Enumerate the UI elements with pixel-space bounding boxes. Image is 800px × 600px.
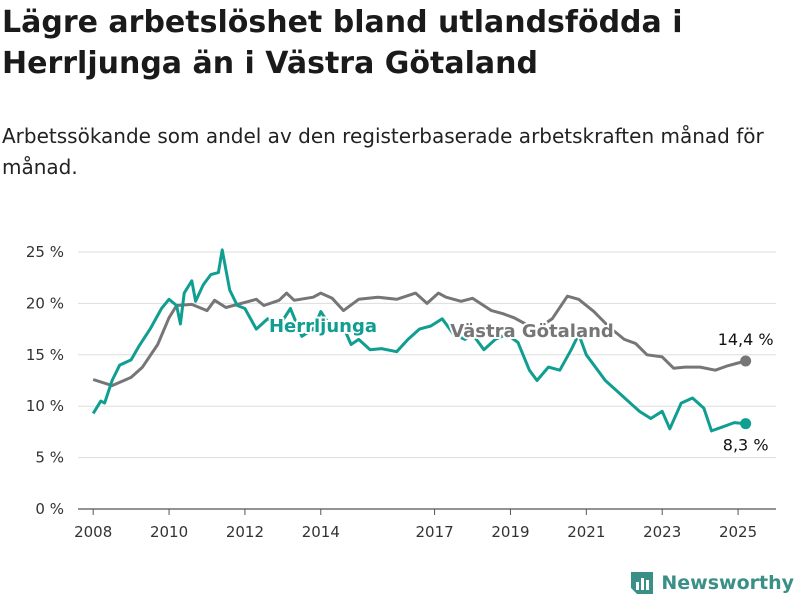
herrljunga-line [91, 248, 746, 433]
v-stra-g-taland-end-label: 14,4 % [718, 330, 774, 349]
v-stra-g-taland-series-label: Västra Götaland [450, 321, 614, 342]
herrljunga-series-label: Herrljunga [269, 316, 377, 337]
x-tick-label: 2025 [719, 523, 757, 541]
v-stra-g-taland-line [92, 291, 747, 388]
y-tick-label: 20 % [26, 294, 64, 312]
x-tick-label: 2021 [567, 523, 605, 541]
x-tick-label: 2017 [415, 523, 453, 541]
x-tick-label: 2023 [643, 523, 681, 541]
x-tick-label: 2010 [150, 523, 188, 541]
x-tick-label: 2019 [491, 523, 529, 541]
herrljunga-end-point [740, 418, 752, 430]
chart-subtitle: Arbetssökande som andel av den registerb… [2, 124, 764, 179]
x-tick-label: 2012 [226, 523, 264, 541]
v-stra-g-taland-end-point [740, 355, 752, 367]
series-lines [91, 248, 752, 433]
x-tick-label: 2008 [74, 523, 112, 541]
y-tick-label: 0 % [35, 500, 64, 518]
x-tick-label: 2014 [302, 523, 340, 541]
grid-lines [78, 251, 776, 510]
y-axis-ticks: 0 % 5 % 10 % 15 % 20 % 25 % [26, 243, 64, 518]
y-tick-label: 5 % [35, 449, 64, 467]
series-labels: 14,4 % Västra Götaland 8,3 % Herrljunga [267, 314, 774, 455]
chart-title: Lägre arbetslöshet bland utlandsfödda i … [2, 5, 683, 81]
x-axis-ticks: 2008 2010 2012 2014 2017 2019 2021 2023 2025 [74, 509, 757, 541]
herrljunga-end-label: 8,3 % [723, 436, 769, 455]
newsworthy-logo-icon [631, 572, 654, 594]
y-tick-label: 25 % [26, 243, 64, 261]
newsworthy-brand: Newsworthy [629, 570, 794, 596]
y-tick-label: 10 % [26, 397, 64, 415]
brand-name: Newsworthy [661, 572, 794, 594]
y-tick-label: 15 % [26, 346, 64, 364]
